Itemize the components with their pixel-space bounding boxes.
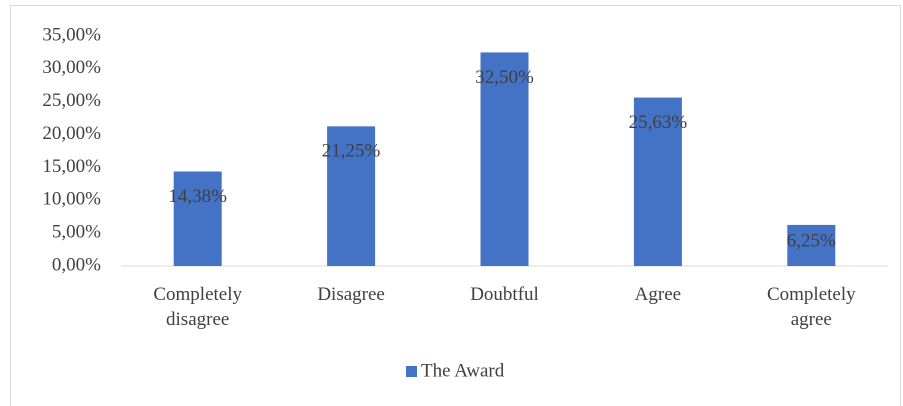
y-tick-label: 0,00%	[52, 254, 101, 275]
x-tick-label: Completely disagree	[153, 284, 243, 330]
y-tick-label: 30,00%	[42, 57, 101, 78]
bar	[327, 126, 376, 266]
y-tick-label: 5,00%	[52, 222, 101, 243]
legend-swatch	[406, 366, 417, 377]
bar	[173, 171, 222, 266]
y-tick-label: 15,00%	[42, 156, 101, 177]
chart-frame	[10, 5, 901, 406]
bar	[787, 224, 836, 266]
data-label: 6,25%	[787, 230, 836, 251]
legend-label: The Award	[421, 360, 505, 381]
x-tick-label: Disagree	[317, 284, 385, 305]
y-tick-label: 35,00%	[42, 24, 101, 45]
y-tick-label: 10,00%	[42, 189, 101, 210]
y-tick-label: 20,00%	[42, 123, 101, 144]
x-tick-label: Doubtful	[470, 284, 539, 305]
bar	[480, 52, 529, 266]
bar	[633, 97, 682, 267]
data-label: 21,25%	[322, 141, 381, 162]
data-label: 14,38%	[168, 186, 227, 207]
y-tick-label: 25,00%	[42, 90, 101, 111]
x-tick-label: Completely agree	[766, 284, 856, 330]
data-label: 32,50%	[475, 67, 534, 88]
x-tick-label: Agree	[634, 284, 682, 305]
data-label: 25,63%	[629, 112, 688, 133]
